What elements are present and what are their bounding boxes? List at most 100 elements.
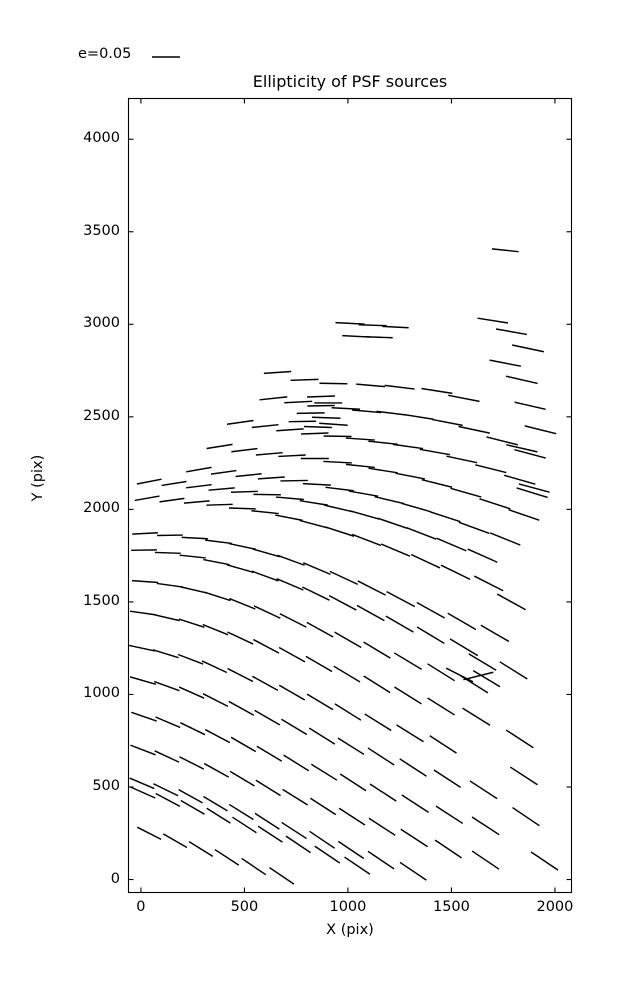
whisker-segment: [339, 773, 367, 792]
whisker-segment: [203, 558, 230, 566]
whisker-segment: [202, 693, 229, 708]
whisker-segment: [275, 514, 303, 522]
whisker-segment: [128, 644, 155, 652]
whisker-segment: [475, 464, 507, 474]
whisker-segment: [506, 444, 538, 453]
whisker-segment: [181, 536, 208, 540]
whisker-segment: [230, 736, 257, 753]
whisker-segment: [458, 521, 490, 535]
whisker-segment: [410, 553, 441, 569]
whisker-segment: [235, 473, 262, 478]
whisker-segment: [278, 454, 306, 458]
y-tick-label: 500: [92, 778, 120, 794]
whisker-segment: [226, 564, 254, 574]
whisker-segment: [306, 621, 334, 638]
whisker-segment: [310, 797, 337, 816]
x-tick-label: 1000: [329, 899, 367, 915]
whisker-segment: [180, 722, 206, 736]
whisker-segment: [357, 580, 387, 596]
whisker-segment: [518, 483, 550, 493]
whisker-segment: [177, 653, 204, 665]
x-axis-label: X (pix): [326, 922, 374, 938]
whisker-segment: [435, 805, 464, 825]
whisker-segment: [214, 848, 240, 866]
whisker-segment: [385, 615, 414, 633]
whisker-segment: [446, 455, 478, 464]
whisker-segment: [431, 418, 463, 427]
whisker-segment: [183, 500, 210, 504]
whisker-segment: [129, 777, 155, 790]
whisker-segment: [367, 747, 395, 766]
whisker-segment: [278, 684, 306, 701]
axes-frame: [127, 97, 573, 894]
legend-scale-label: e=0.05: [78, 46, 132, 62]
whisker-segment: [325, 526, 355, 537]
whisker-segment: [401, 502, 432, 513]
whisker-segment: [282, 788, 309, 806]
whisker-segment: [161, 480, 187, 487]
whisker-segment: [458, 425, 490, 434]
whisker-segment: [232, 816, 257, 834]
x-tick-label: 500: [230, 899, 259, 915]
whisker-segment: [206, 503, 233, 506]
whisker-segment: [505, 729, 534, 749]
whisker-segment: [305, 655, 333, 673]
whisker-segment: [434, 839, 462, 859]
whisker-segment: [348, 490, 379, 497]
whisker-segment: [208, 487, 235, 491]
whisker-segment: [302, 562, 331, 576]
whisker-segment: [254, 709, 281, 726]
page-title: Ellipticity of PSF sources: [252, 72, 448, 91]
whisker-segment: [204, 591, 231, 602]
whisker-segment: [210, 469, 237, 475]
whisker-segment: [281, 821, 307, 840]
y-tick-label: 1500: [83, 592, 120, 609]
y-tick-label: 2000: [83, 500, 120, 517]
whisker-segment: [156, 582, 184, 588]
whisker-segment: [524, 425, 557, 435]
whisker-segment: [337, 737, 365, 756]
y-tick-label: 4000: [83, 130, 120, 147]
whisker-segment: [368, 467, 398, 474]
whisker-segment: [395, 472, 425, 480]
whisker-segment: [257, 476, 285, 480]
whisker-segment: [386, 591, 416, 608]
whisker-segment: [202, 623, 229, 636]
whisker-segment: [345, 463, 375, 469]
whisker-segment: [469, 780, 498, 800]
whisker-segment: [255, 451, 283, 456]
whisker-segment: [134, 495, 160, 502]
whisker-segment: [129, 676, 157, 685]
whisker-segment: [421, 478, 453, 488]
whisker-segment: [299, 499, 328, 506]
whisker-segment: [153, 613, 180, 622]
whisker-segment: [499, 661, 528, 680]
whisker-segment: [368, 440, 398, 446]
whisker-segment: [440, 564, 471, 581]
whisker-segment: [429, 511, 461, 523]
whisker-segment: [178, 618, 205, 629]
whisker-segment: [154, 750, 180, 763]
whisker-segment: [255, 779, 281, 797]
x-tick-label: 1500: [432, 899, 470, 915]
whisker-segment: [351, 533, 382, 547]
whisker-segment: [131, 579, 159, 584]
whisker-segment: [283, 754, 310, 772]
whisker-segment: [337, 840, 365, 860]
whisker-segment: [477, 317, 509, 324]
whisker-segment: [463, 671, 494, 681]
whisker-segment: [358, 324, 387, 327]
whisker-segment: [363, 675, 391, 694]
whisker-segment: [277, 554, 305, 566]
whisker-segment: [152, 649, 179, 659]
whisker-segment: [509, 766, 538, 786]
whisker-segment: [302, 482, 331, 486]
whisker-segment: [252, 548, 280, 558]
whisker-segment: [448, 394, 480, 403]
whisker-segment: [159, 497, 185, 503]
whisker-segment: [254, 812, 280, 830]
whisker-segment: [403, 413, 434, 420]
whisker-segment: [285, 835, 311, 854]
x-tick-label: 2000: [536, 899, 574, 915]
